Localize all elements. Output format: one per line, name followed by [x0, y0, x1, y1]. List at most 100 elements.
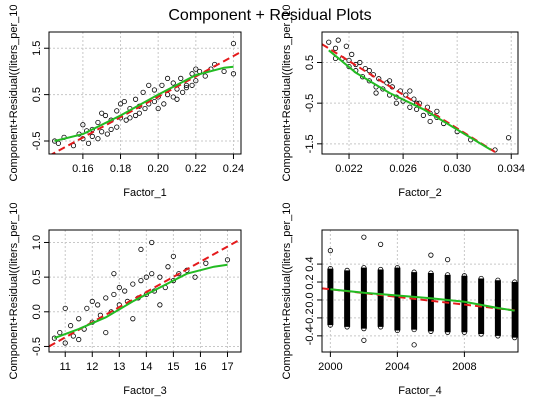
data-point	[373, 90, 379, 96]
x-axis-label: Factor_4	[398, 385, 441, 397]
data-point	[427, 118, 433, 125]
y-tick-label: -0.5	[31, 337, 43, 356]
data-point	[224, 257, 231, 263]
data-point	[495, 333, 501, 339]
plot-frame	[321, 31, 519, 155]
data-point	[192, 274, 198, 280]
data-point	[420, 112, 426, 118]
data-point	[230, 71, 237, 77]
data-point	[361, 234, 367, 240]
x-tick-label: 11	[60, 361, 71, 373]
data-point	[428, 270, 434, 276]
figure-title: Component + Residual Plots	[168, 7, 371, 24]
data-point	[99, 129, 105, 135]
data-point	[149, 271, 155, 277]
smooth-line	[328, 49, 492, 151]
data-point	[478, 331, 484, 337]
data-point	[434, 108, 440, 114]
data-point	[505, 135, 512, 141]
data-point	[170, 278, 176, 284]
data-point	[393, 100, 399, 106]
data-point	[407, 104, 413, 110]
data-point	[161, 101, 167, 107]
x-tick-label: 16	[194, 361, 206, 373]
panel-2: 0.022 0.026 0.030 0.034 -1.5 -0.5 0.5 Factor_2 C…	[281, 4, 525, 199]
data-point	[55, 140, 62, 146]
x-tick-label: 2008	[452, 361, 476, 373]
x-tick-label: 0.026	[389, 163, 417, 175]
smooth-line	[54, 263, 228, 340]
data-point	[378, 324, 384, 330]
data-point	[230, 40, 237, 47]
data-point	[380, 86, 386, 92]
x-tick-label: 0.034	[497, 163, 525, 175]
data-point	[176, 271, 182, 277]
data-point	[193, 66, 199, 72]
y-tick-label: 0.0	[304, 292, 316, 307]
data-point	[495, 277, 501, 283]
data-point	[130, 316, 136, 322]
fit-line	[50, 51, 241, 154]
data-point	[461, 329, 467, 335]
plot-frame	[321, 229, 519, 353]
data-point	[361, 326, 367, 332]
panel-4: 2000 2004 2008 -0.4-0.20.0 0.2 0.4 Factor_4 Com…	[281, 202, 519, 397]
panel-marks	[322, 37, 512, 153]
plot-panels: 0.16 0.18 0.20 0.22 0.24 -0.5 0.5 1.5 Factor_1 Co…	[8, 4, 525, 397]
panel-3: 11 12 13 14 15 16 17 -0.5 0.0 0.5 1.0 Factor_3 Compo…	[8, 202, 242, 397]
data-point	[478, 275, 484, 282]
x-tick-label: 2004	[385, 361, 409, 373]
data-point	[327, 248, 333, 254]
plot-frame	[48, 229, 242, 353]
data-point	[114, 124, 120, 130]
data-point	[344, 324, 350, 330]
data-point	[343, 43, 349, 49]
data-point	[170, 80, 176, 86]
data-point	[203, 260, 209, 266]
data-point	[89, 298, 95, 304]
y-tick-label: 0.0	[31, 304, 43, 319]
y-tick-label: 0.4	[304, 256, 316, 271]
data-point	[164, 75, 171, 81]
data-point	[445, 257, 451, 263]
data-point	[103, 295, 109, 301]
data-point	[130, 281, 136, 287]
data-point	[121, 98, 127, 105]
data-point	[193, 78, 199, 84]
data-point	[411, 342, 417, 348]
x-tick-label: 0.24	[223, 163, 244, 175]
data-point	[111, 271, 117, 277]
y-axis-label: Component+Residual((liters_per_10	[281, 4, 293, 181]
y-tick-label: -0.5	[304, 94, 316, 113]
data-point	[411, 326, 417, 333]
data-point	[127, 115, 133, 121]
data-point	[142, 105, 148, 112]
y-tick-label: 0.5	[31, 87, 43, 102]
data-point	[180, 89, 186, 95]
data-point	[136, 110, 142, 116]
data-point	[411, 96, 417, 102]
data-point	[155, 105, 161, 112]
smooth-line	[54, 65, 234, 142]
data-point	[376, 76, 382, 82]
data-point	[104, 131, 110, 137]
data-point	[346, 63, 352, 70]
data-point	[378, 266, 384, 273]
data-point	[461, 273, 467, 279]
data-point	[326, 39, 332, 45]
x-tick-label: 13	[113, 361, 125, 373]
y-tick-label: -0.2	[304, 308, 316, 327]
data-point	[165, 264, 171, 270]
data-point	[221, 68, 227, 75]
data-point	[80, 122, 86, 128]
data-point	[95, 119, 101, 126]
data-point	[346, 57, 352, 64]
x-tick-label: 0.18	[110, 163, 131, 175]
y-axis-label: Component+Residual((liters_per_10	[8, 4, 20, 181]
data-point	[407, 88, 413, 94]
data-point	[445, 272, 451, 278]
x-tick-label: 15	[167, 361, 179, 373]
data-point	[411, 269, 417, 275]
data-point	[327, 265, 333, 272]
data-point	[386, 78, 393, 84]
